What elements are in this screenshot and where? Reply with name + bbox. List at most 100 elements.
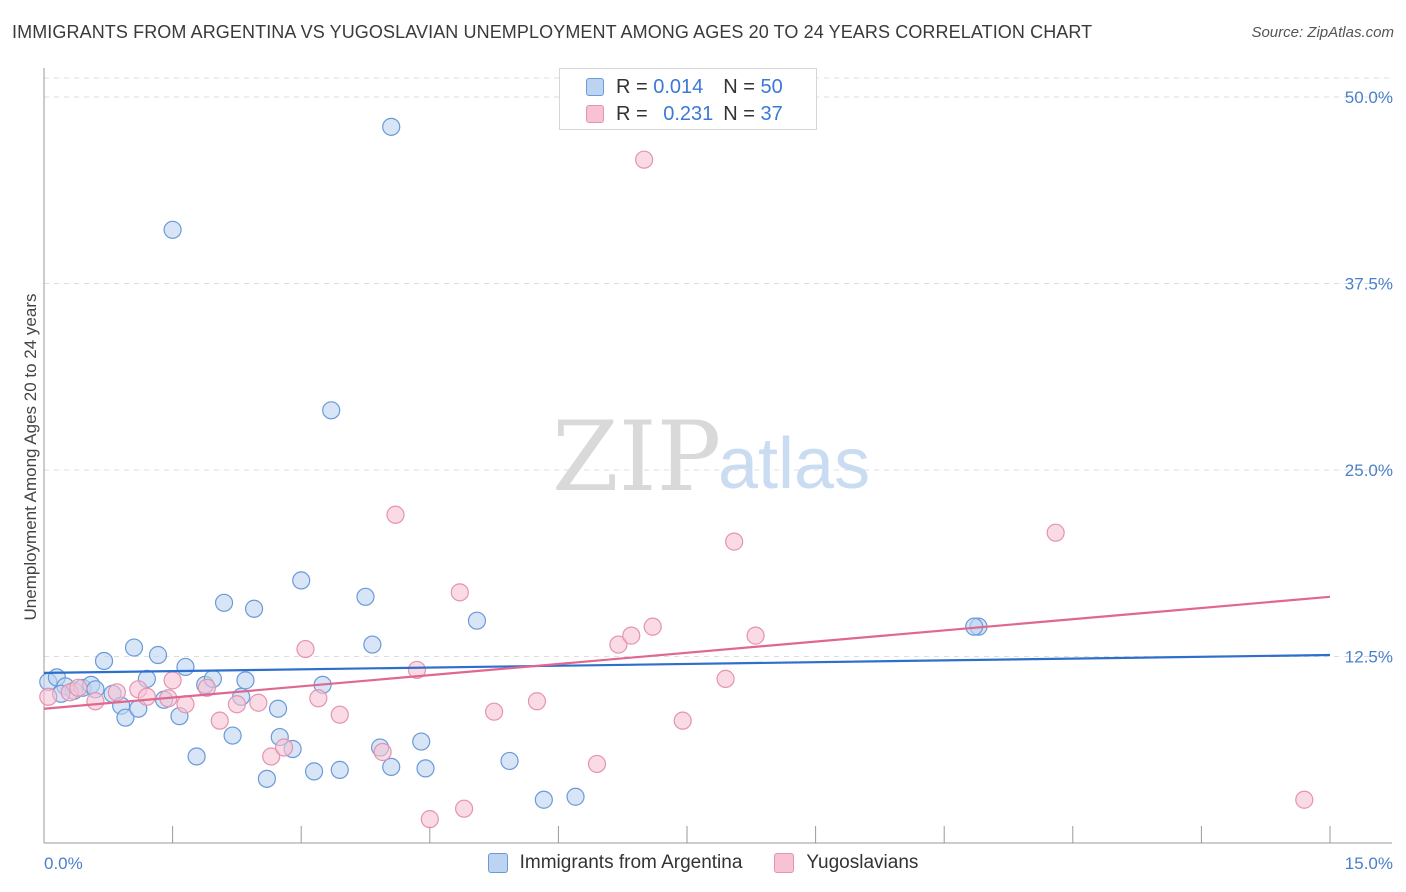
argentina-point-40 [416,759,435,778]
watermark: ZIP atlas [552,401,870,513]
argentina-point-44 [566,787,585,806]
yugoslavians-point-17 [309,689,328,708]
yugoslavians-point-6 [137,687,156,706]
yugoslavians-point-8 [163,671,182,690]
argentina-point-20 [214,593,234,612]
n-label: N = [723,75,755,98]
argentina-point-33 [330,760,349,779]
yugoslavians-point-33 [716,669,735,688]
argentina-point-29 [292,571,311,590]
trend-line-yugoslavians [43,595,1331,710]
argentina-point-32 [322,401,341,420]
trend-line-argentina [43,653,1331,675]
argentina-point-10 [124,638,144,657]
yugoslavians-point-29 [622,626,641,645]
watermark-zip: ZIP [552,401,721,513]
source-label: Source: ZipAtlas.com [1251,24,1394,41]
argentina-point-26 [268,699,288,718]
yugoslavians-point-11 [210,711,229,730]
tick-labels: 12.5% 25.0% 37.5% 50.0% 0.0% 15.0% [44,88,1393,873]
argentina-point-9 [116,708,135,727]
series-yugoslavians [39,150,1314,829]
argentina-point-37 [382,757,401,777]
y-tick-label-2: 37.5% [1345,275,1393,294]
blue-swatch [586,78,604,96]
argentina-point-42 [500,751,519,771]
yugoslavians-point-15 [274,738,294,757]
yugoslavians-point-0 [39,687,58,706]
blue-swatch [487,853,508,873]
watermark-atlas: atlas [718,424,870,504]
yugoslavians-point-18 [330,705,349,724]
stats-legend: R = 0.014 N = 50 R = 0.231 N = 37 [559,68,817,130]
n-value-yugoslavians: 37 [760,102,783,125]
yugoslavians-point-31 [643,617,662,636]
legend-item-yugoslavians[interactable]: Yugoslavians [774,852,918,874]
yugoslavians-point-24 [454,799,474,818]
argentina-point-39 [412,732,431,751]
yugoslavians-point-4 [107,683,126,702]
yugoslavians-point-19 [373,742,392,762]
argentina-point-16 [176,657,195,677]
argentina-point-34 [356,587,375,606]
yugoslavians-point-22 [420,810,439,829]
series-argentina [39,117,988,809]
legend-label-yugoslavians: Yugoslavians [806,852,919,873]
argentina-point-47 [163,220,182,239]
yugoslavians-point-3 [86,692,105,711]
argentina-point-13 [148,645,168,665]
yugoslavians-point-2 [69,678,88,697]
yugoslavians-point-21 [407,660,427,680]
yugoslavians-point-12 [227,695,246,714]
y-axis-title: Unemployment Among Ages 20 to 24 years [21,294,40,621]
n-value-argentina: 50 [760,75,783,98]
yugoslavians-point-16 [296,639,315,659]
pink-swatch [586,105,604,123]
argentina-point-21 [223,726,242,745]
argentina-point-43 [534,790,553,809]
yugoslavians-point-13 [249,693,268,712]
y-tick-label-3: 50.0% [1345,88,1393,107]
argentina-point-25 [257,769,277,788]
trend-lines [43,595,1331,710]
argentina-point-17 [187,747,206,766]
yugoslavians-point-35 [746,626,765,645]
legend-item-argentina[interactable]: Immigrants from Argentina [487,852,743,874]
yugoslavians-point-25 [485,702,504,721]
legend-label-argentina: Immigrants from Argentina [519,852,743,873]
argentina-point-24 [244,599,264,618]
r-label: R = [616,102,648,125]
yugoslavians-point-28 [609,635,628,654]
chart-title: IMMIGRANTS FROM ARGENTINA VS YUGOSLAVIAN… [12,22,1093,42]
r-value-argentina: 0.014 [653,75,704,98]
argentina-point-38 [382,117,401,136]
grid-lines [44,77,1392,657]
yugoslavians-point-36 [1046,523,1065,542]
r-label: R = [616,75,648,98]
series-legend: Immigrants from Argentina Yugoslavians [0,852,1406,874]
yugoslavians-point-20 [386,505,405,524]
argentina-point-35 [363,635,382,654]
y-tick-label-1: 25.0% [1345,461,1393,480]
x-tick-label-min: 0.0% [44,854,83,873]
yugoslavians-point-27 [587,754,607,774]
argentina-point-23 [236,671,255,690]
stats-row-yugoslavians: R = 0.231 N = 37 [586,103,783,125]
yugoslavians-point-10 [197,678,216,697]
axes [43,68,1392,844]
argentina-point-30 [304,762,324,781]
x-tick-label-max: 15.0% [1345,854,1393,873]
yugoslavians-point-32 [673,711,692,730]
n-label: N = [723,102,755,125]
yugoslavians-point-30 [635,150,654,169]
stats-row-argentina: R = 0.014 N = 50 [586,76,783,98]
yugoslavians-point-9 [176,695,195,714]
yugoslavians-point-14 [262,747,281,766]
y-tick-label-0: 12.5% [1345,648,1393,667]
pink-swatch [774,853,795,873]
yugoslavians-point-26 [527,692,547,711]
argentina-point-6 [94,651,114,671]
r-value-yugoslavians: 0.231 [663,102,714,125]
yugoslavians-point-34 [725,532,744,551]
